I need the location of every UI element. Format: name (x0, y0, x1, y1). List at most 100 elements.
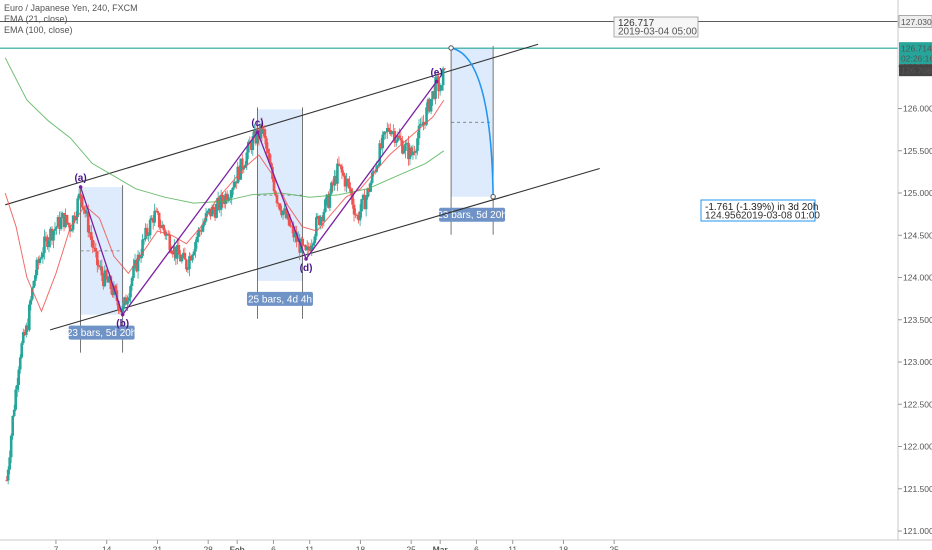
candle-body (411, 151, 415, 156)
candle-body (168, 234, 172, 251)
candle-body (334, 176, 338, 184)
wave-label: (a) (74, 173, 86, 184)
candle-body (443, 68, 446, 70)
candle-body (219, 194, 223, 210)
candle-body (185, 259, 188, 270)
candle-body (52, 230, 55, 241)
candle-body (188, 256, 191, 270)
candle-body (179, 254, 182, 262)
candle-body (85, 211, 89, 214)
candle-body (195, 236, 199, 242)
candle-body (325, 194, 329, 200)
time-tick-label: Mar (433, 544, 449, 550)
candle-body (198, 229, 202, 231)
candle-body (354, 214, 357, 216)
candle-body (139, 255, 143, 259)
candle-body (301, 238, 304, 246)
candle-body (111, 289, 114, 296)
candle-body (388, 129, 392, 135)
candle-body (407, 142, 410, 160)
candle-body (135, 260, 138, 272)
current-price-badge (899, 42, 932, 65)
candle-body (370, 172, 374, 183)
candle-body (109, 276, 113, 290)
candle-body (218, 197, 221, 210)
candle-body (151, 217, 155, 223)
candle-body (216, 197, 220, 204)
candle-body (156, 211, 159, 213)
candle-body (65, 214, 69, 223)
candle-body (239, 158, 243, 180)
candle-body (254, 130, 258, 144)
candle-body (21, 332, 25, 344)
candle-body (23, 332, 27, 335)
candle-body (278, 203, 282, 211)
candle-body (26, 325, 30, 331)
candle-body (59, 217, 63, 230)
candle-body (145, 227, 149, 236)
candle-body (38, 258, 42, 264)
time-tick-label: 6 (271, 544, 276, 550)
candle-body (17, 369, 21, 386)
candle-body (292, 226, 295, 238)
candle-body (49, 228, 52, 241)
candle-body (266, 148, 270, 154)
candle-body (177, 244, 181, 255)
price-tick-label: 125.500 (903, 146, 932, 156)
candle-body (201, 224, 205, 232)
candle-body (136, 254, 140, 272)
time-tick-label: 7 (54, 544, 59, 550)
projection-curve (450, 47, 494, 197)
candle-body (50, 228, 54, 241)
candle-body (324, 199, 327, 212)
candle-body (28, 304, 31, 331)
projection-change: -1.761 (-1.39%) in 3d 20h (705, 202, 818, 213)
candle-body (20, 343, 24, 358)
candle-body (313, 236, 317, 244)
candle-body (366, 188, 369, 198)
range-boxes: 23 bars, 5d 20h 25 bars, 4d 4h 23 bars, 5d… (67, 45, 507, 353)
candle-body (100, 266, 104, 276)
candle-body (305, 246, 309, 251)
candle-body (263, 129, 267, 139)
candle-body (262, 129, 265, 134)
candle-body (289, 225, 292, 227)
candle-body (404, 143, 407, 151)
trend-channel[interactable] (5, 43, 600, 331)
candle-body (405, 142, 409, 144)
channel-upper-line (5, 43, 539, 206)
candle-body (393, 131, 397, 143)
candle-body (165, 233, 169, 236)
candle-body (437, 76, 440, 92)
candle-body (98, 266, 102, 268)
candle-body (197, 229, 200, 237)
price-tick-label: 123.500 (903, 315, 932, 325)
candle-body (34, 275, 37, 281)
candle-body (367, 188, 371, 192)
candle-body (102, 275, 105, 287)
candle-body (55, 226, 58, 229)
price-axis[interactable]: 121.000 121.500 122.000 122.500 123.000 123.5… (897, 0, 932, 540)
candle-body (233, 181, 237, 188)
candle-body (376, 165, 380, 167)
candle-body (361, 194, 365, 200)
candle-body (231, 187, 235, 191)
candle-body (275, 195, 279, 204)
elliott-waves[interactable]: (a) (b) (c) (d) (e) (74, 67, 442, 329)
candle-body (35, 259, 39, 276)
candle-body (284, 208, 288, 219)
candle-body (95, 251, 99, 266)
range-badge-label: 23 bars, 5d 20h (67, 328, 137, 339)
candle-body (186, 269, 190, 270)
price-tick-label: 122.000 (903, 442, 932, 452)
candle-body (12, 409, 16, 416)
candle-body (215, 203, 218, 218)
time-axis[interactable]: 7 14 21 28 Feb 6 11 18 25 Mar 6 11 18 25 (0, 539, 932, 550)
wave-label: (b) (116, 319, 129, 330)
chart-legend: Euro / Japanese Yen, 240, FXCM EMA (21, … (4, 3, 138, 36)
projection-start-box (613, 16, 699, 38)
candle-body (372, 171, 375, 173)
candle-body (209, 208, 212, 217)
